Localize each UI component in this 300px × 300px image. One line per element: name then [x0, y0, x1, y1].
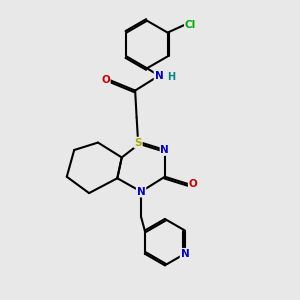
Text: N: N [154, 71, 163, 81]
Text: S: S [134, 138, 142, 148]
Text: O: O [101, 75, 110, 85]
Text: N: N [181, 249, 189, 259]
Text: N: N [160, 145, 169, 155]
Text: N: N [137, 187, 146, 196]
Text: H: H [167, 72, 175, 82]
Text: O: O [189, 179, 197, 189]
Text: Cl: Cl [185, 20, 196, 30]
